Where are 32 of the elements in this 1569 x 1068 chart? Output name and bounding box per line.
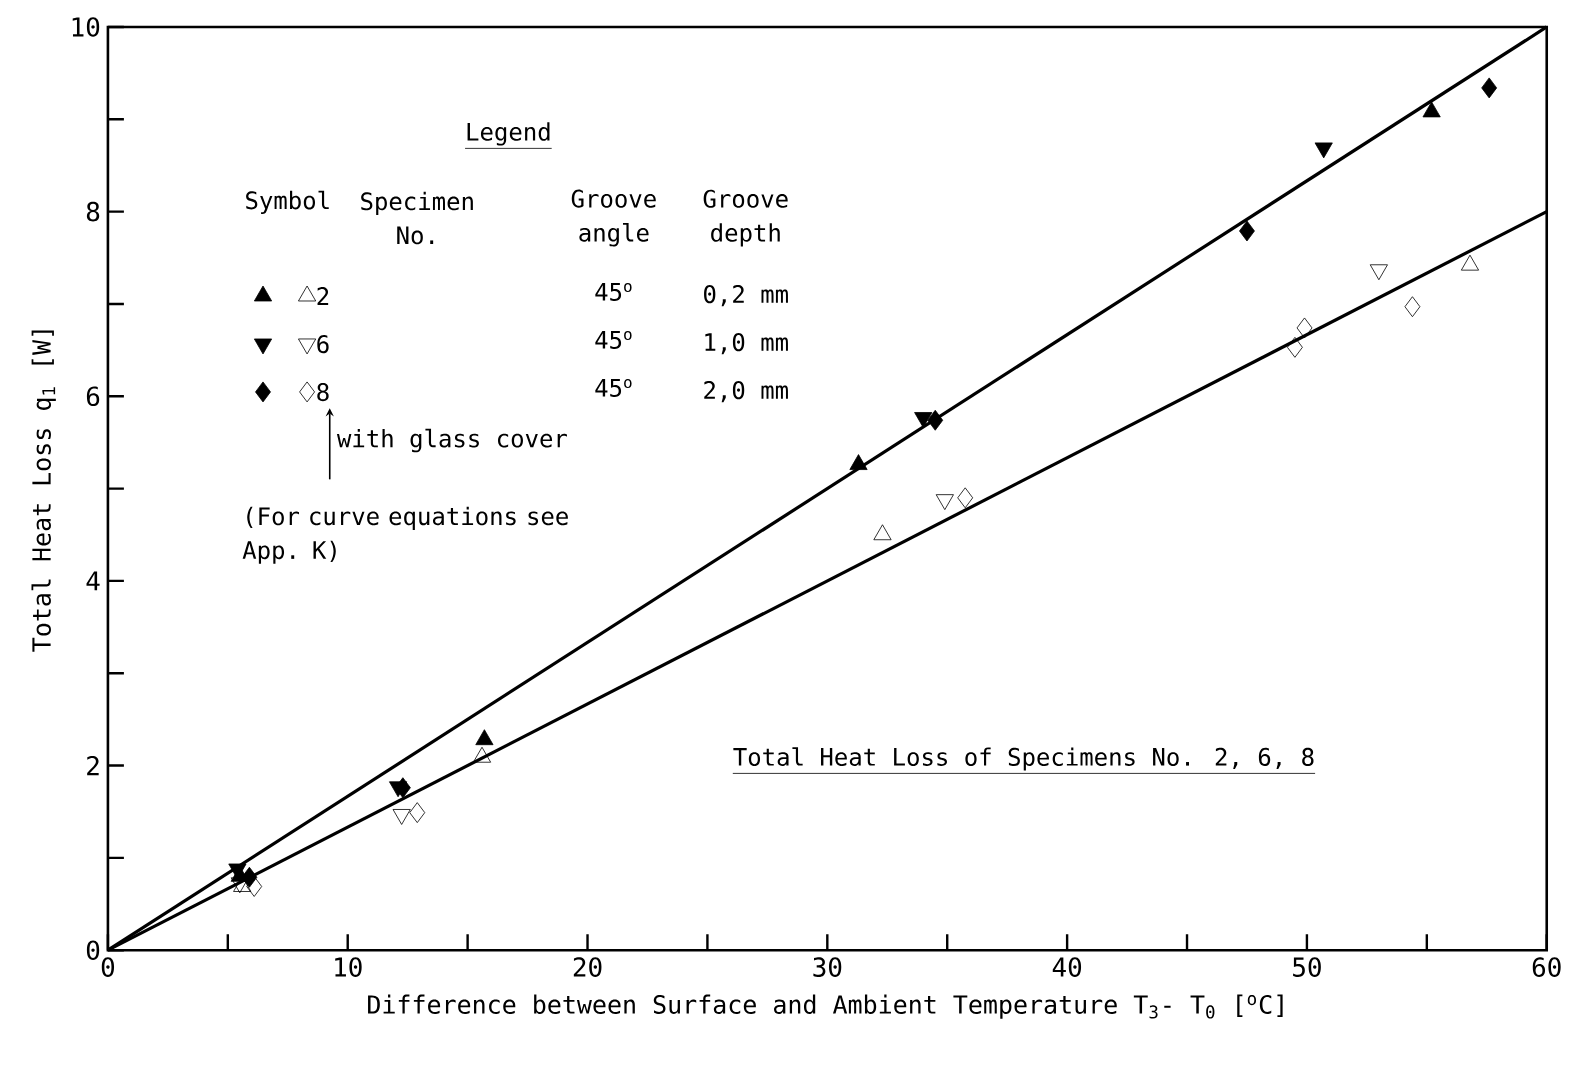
annotation: Groove depth xyxy=(703,189,788,247)
text: Total Heat Loss q$_{1}$ [W] xyxy=(31,330,56,652)
y-tick-label: 6 xyxy=(86,386,100,407)
text: Difference between Surface and Ambient Temperature T$_{3}$- T$_{0}$ [$^{o}$C] xyxy=(368,994,1283,1019)
x-tick-label: 20 xyxy=(573,957,602,977)
y-tick-label: 10 xyxy=(72,17,100,37)
y-tick-label: 2 xyxy=(87,755,99,776)
annotation: 2,0 mm xyxy=(704,381,788,403)
annotation: Specimen No. xyxy=(361,191,473,245)
annotation: 1,0 mm xyxy=(705,333,788,355)
y-tick-label: 4 xyxy=(86,571,100,591)
annotation: Legend xyxy=(467,122,550,146)
annotation: Groove angle xyxy=(571,189,656,247)
x-tick-label: 0 xyxy=(101,957,115,977)
annotation: Total Heat Loss of Specimens No. 2, 6, 8 xyxy=(733,747,1314,771)
y-tick-label: 8 xyxy=(86,201,100,222)
x-tick-label: 30 xyxy=(813,957,842,977)
x-tick-label: 40 xyxy=(1052,957,1082,977)
y-tick-label: 0 xyxy=(86,940,100,960)
legend-label: 2 xyxy=(317,287,329,305)
x-tick-label: 60 xyxy=(1532,957,1561,977)
annotation: 45$^{o}$ xyxy=(595,330,632,349)
x-tick-label: 50 xyxy=(1293,957,1321,977)
annotation: 0,2 mm xyxy=(704,284,788,307)
annotation: (For curve equations see App. K) xyxy=(242,506,568,564)
annotation: 45$^{o}$ xyxy=(595,378,632,397)
legend-label: 6 xyxy=(317,335,329,354)
annotation: Symbol xyxy=(246,190,329,214)
annotation: 45$^{o}$ xyxy=(595,282,632,301)
legend-label: 8 xyxy=(317,382,329,402)
x-tick-label: 10 xyxy=(335,957,362,977)
annotation: with glass cover xyxy=(336,428,567,453)
